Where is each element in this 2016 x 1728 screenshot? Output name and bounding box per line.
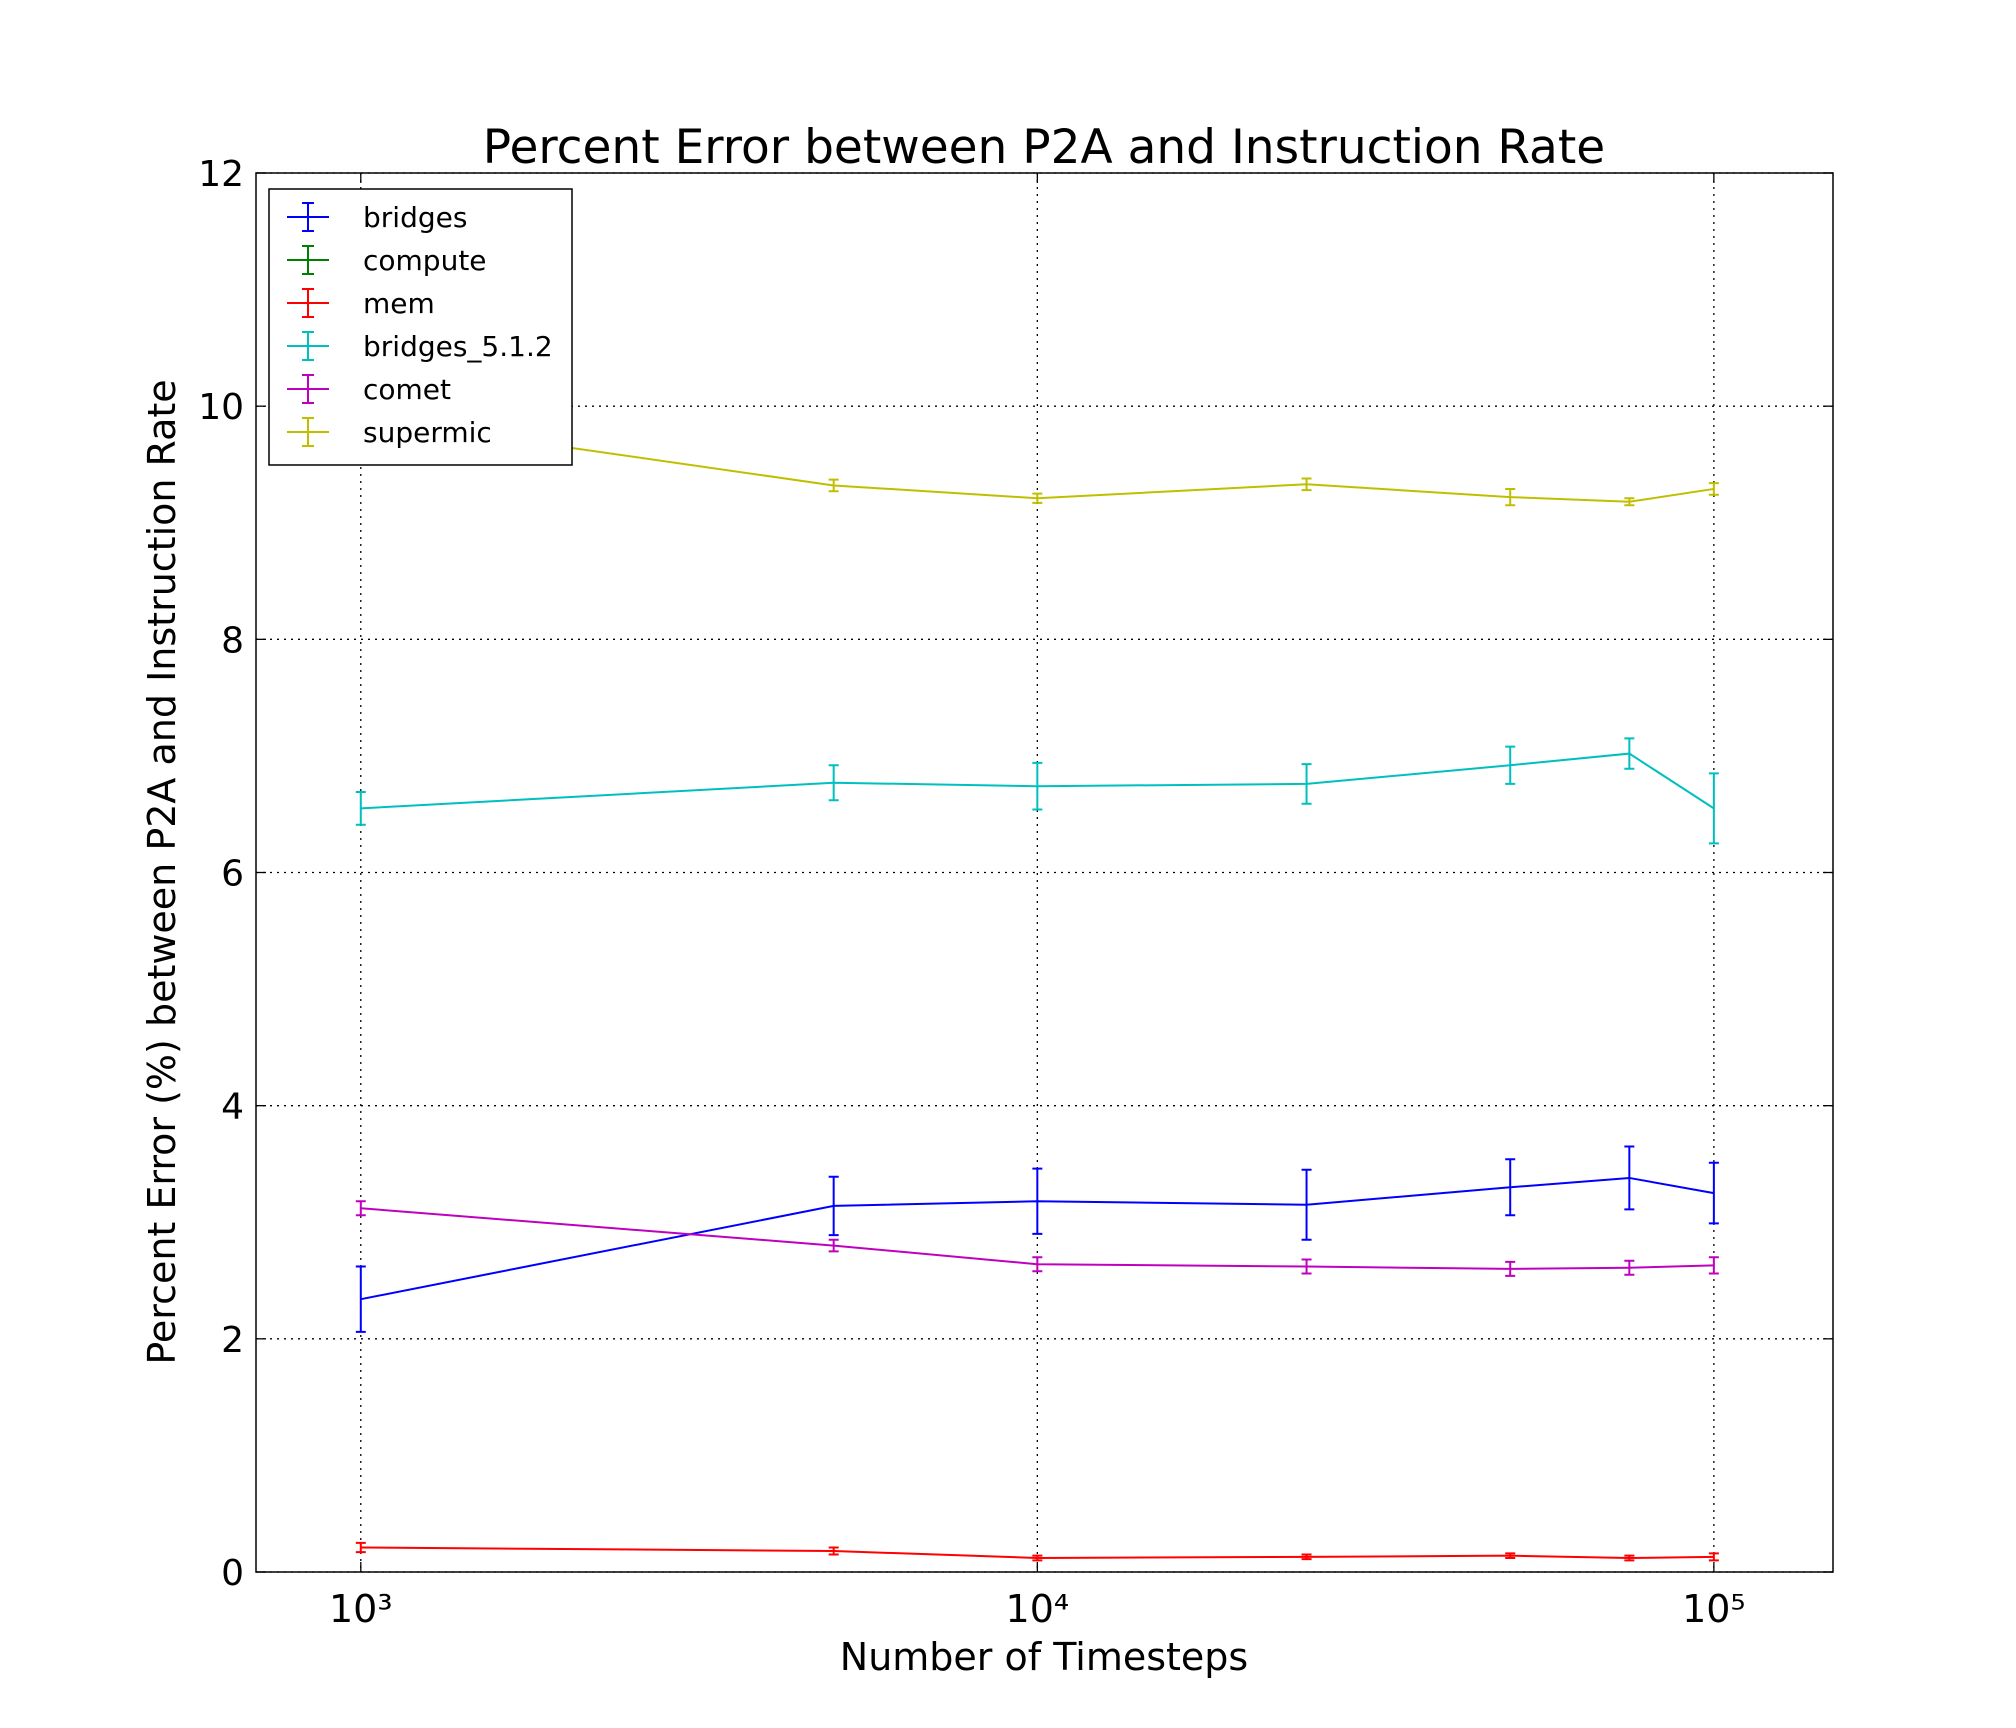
error-bar	[1301, 763, 1312, 805]
x-tick-label: 10³	[329, 1587, 393, 1631]
legend-label: bridges_5.1.2	[363, 330, 553, 363]
error-bar	[1505, 1158, 1516, 1217]
legend-swatch	[287, 288, 329, 318]
error-bar	[1032, 761, 1043, 811]
y-tick-label: 4	[221, 1087, 244, 1128]
legend-label: bridges	[363, 201, 467, 234]
x-tick-label: 10⁵	[1682, 1587, 1746, 1631]
error-bar	[1708, 772, 1719, 845]
error-bar	[1032, 1554, 1043, 1562]
legend-label: comet	[363, 373, 451, 406]
error-bar	[828, 764, 839, 802]
y-tick-label: 10	[198, 387, 244, 428]
error-bar	[828, 1238, 839, 1253]
error-bar	[1624, 737, 1635, 770]
error-bar	[1624, 1259, 1635, 1276]
error-bar	[355, 1265, 366, 1333]
plot-frame	[255, 172, 1834, 1573]
legend-label: compute	[363, 244, 487, 277]
error-bar	[1505, 1552, 1516, 1560]
legend-label: mem	[363, 287, 435, 320]
legend-swatch	[287, 374, 329, 404]
y-axis-label: Percent Error (%) between P2A and Instru…	[140, 379, 184, 1364]
y-tick-label: 8	[221, 620, 244, 661]
x-tick-label: 10⁴	[1006, 1587, 1070, 1631]
y-tick-label: 2	[221, 1320, 244, 1361]
legend-box	[268, 188, 573, 466]
error-bar	[1505, 745, 1516, 785]
error-bar	[828, 478, 839, 493]
legend-swatch	[287, 331, 329, 361]
error-bar	[1624, 1145, 1635, 1211]
error-bar	[1505, 1260, 1516, 1277]
y-tick-label: 12	[198, 154, 244, 195]
legend-label: supermic	[363, 416, 492, 449]
error-bar	[1505, 487, 1516, 507]
chart-title: Percent Error between P2A and Instructio…	[483, 120, 1605, 175]
error-bar	[355, 1200, 366, 1217]
error-bar	[1624, 1554, 1635, 1562]
x-axis-label: Number of Timesteps	[840, 1635, 1248, 1679]
y-tick-label: 0	[221, 1553, 244, 1594]
legend-swatch	[287, 245, 329, 275]
legend-swatch	[287, 202, 329, 232]
error-bar	[1301, 1258, 1312, 1275]
error-bar	[1708, 1161, 1719, 1225]
error-bar	[1032, 1256, 1043, 1273]
error-bar	[1301, 1168, 1312, 1241]
error-bar	[1708, 482, 1719, 496]
error-bar	[1301, 1553, 1312, 1561]
error-bar	[1708, 1256, 1719, 1275]
error-bar	[828, 1546, 839, 1556]
error-bar	[1301, 477, 1312, 492]
error-bar	[1032, 1167, 1043, 1235]
error-bar	[1032, 492, 1043, 504]
y-tick-label: 6	[221, 854, 244, 895]
legend-swatch	[287, 417, 329, 447]
error-bar	[1708, 1552, 1719, 1562]
error-bar	[1624, 497, 1635, 507]
error-bar	[828, 1175, 839, 1237]
error-bar	[355, 791, 366, 826]
error-bar	[355, 1541, 366, 1554]
